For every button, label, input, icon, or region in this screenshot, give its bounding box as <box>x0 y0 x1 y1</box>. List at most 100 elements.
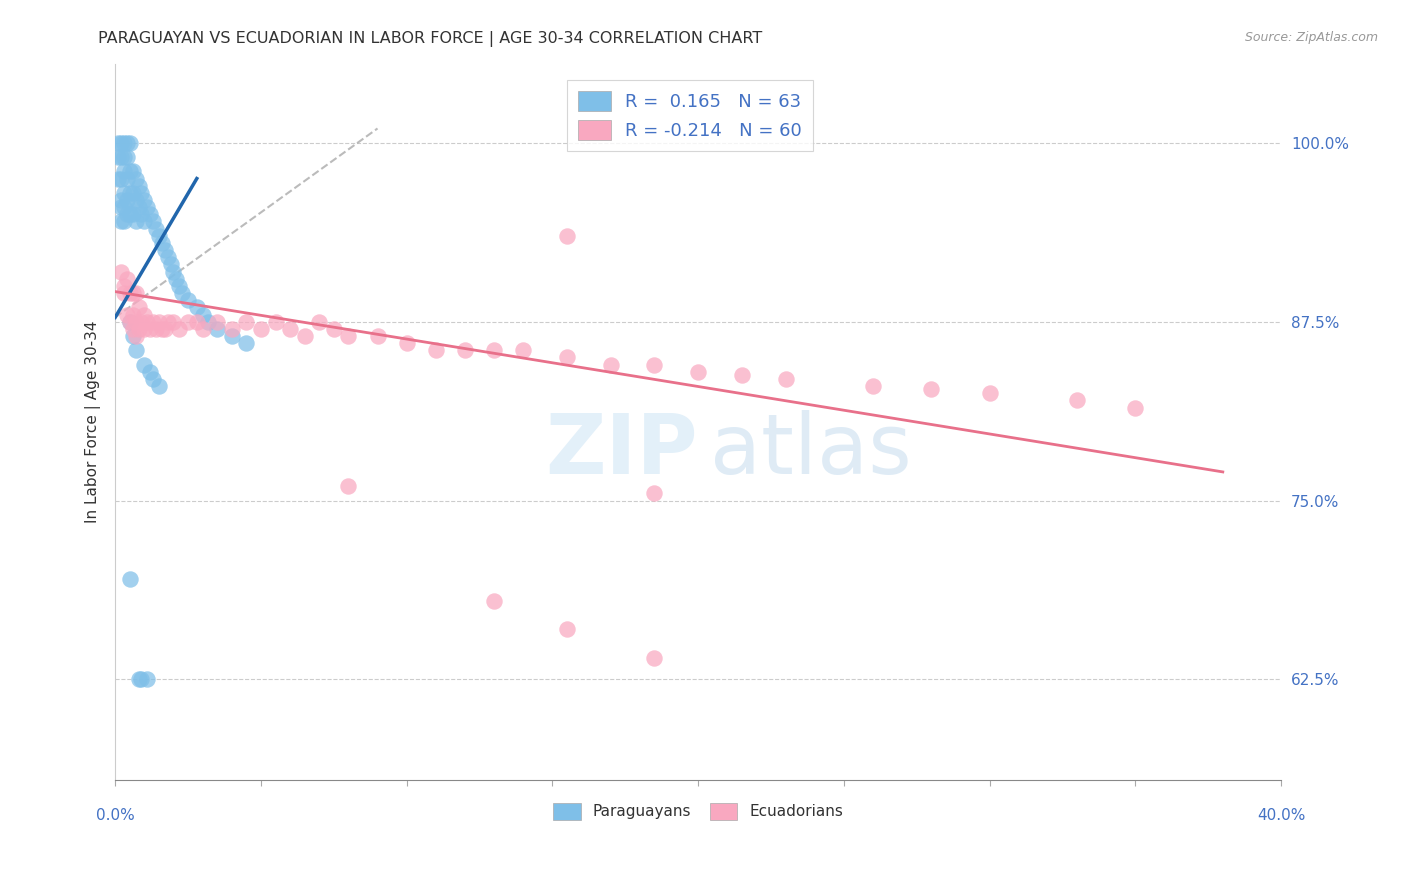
Point <box>482 593 505 607</box>
Point <box>115 150 138 164</box>
Point <box>235 336 257 351</box>
Text: atlas: atlas <box>710 410 911 491</box>
Point <box>112 278 135 293</box>
Point <box>264 315 287 329</box>
Point <box>205 322 228 336</box>
Point <box>555 351 578 365</box>
Text: ZIP: ZIP <box>546 410 699 491</box>
Point <box>136 673 159 687</box>
Point <box>131 186 153 200</box>
Point <box>643 651 665 665</box>
Point <box>425 343 447 358</box>
Point <box>322 322 344 336</box>
Point <box>150 235 173 250</box>
Point <box>118 136 141 150</box>
Point <box>124 315 146 329</box>
Point <box>172 286 194 301</box>
Point <box>688 365 710 379</box>
Point <box>136 200 159 214</box>
Point <box>159 257 181 271</box>
Point <box>131 315 153 329</box>
Point <box>118 572 141 586</box>
Point <box>118 207 141 221</box>
Point <box>121 329 143 343</box>
Point <box>115 207 138 221</box>
Point <box>162 315 184 329</box>
Point <box>150 322 173 336</box>
Point <box>112 286 135 301</box>
Point <box>775 372 797 386</box>
Point <box>142 372 165 386</box>
Point <box>162 264 184 278</box>
Point <box>139 207 162 221</box>
Point <box>128 178 150 193</box>
Text: 40.0%: 40.0% <box>1257 808 1305 823</box>
Point <box>115 308 138 322</box>
Point <box>118 315 141 329</box>
Point <box>221 322 243 336</box>
Point <box>235 315 257 329</box>
Point <box>221 329 243 343</box>
Point <box>156 315 179 329</box>
Point <box>482 343 505 358</box>
Point <box>308 315 330 329</box>
Point <box>110 171 132 186</box>
Point <box>134 308 156 322</box>
Text: Source: ZipAtlas.com: Source: ZipAtlas.com <box>1244 31 1378 45</box>
Point <box>920 382 942 396</box>
Point <box>367 329 389 343</box>
Point <box>110 136 132 150</box>
Point <box>121 207 143 221</box>
Point <box>169 278 191 293</box>
Point <box>148 315 170 329</box>
Point <box>643 486 665 500</box>
Point <box>177 293 200 308</box>
Point <box>156 250 179 264</box>
Point <box>110 214 132 228</box>
Point <box>124 214 146 228</box>
Point <box>115 171 138 186</box>
Point <box>134 322 156 336</box>
Point <box>153 322 176 336</box>
Point <box>395 336 418 351</box>
Point <box>191 322 214 336</box>
Point <box>512 343 534 358</box>
Point <box>110 200 132 214</box>
Point <box>862 379 884 393</box>
Point <box>294 329 316 343</box>
Point <box>115 193 138 207</box>
Legend: Paraguayans, Ecuadorians: Paraguayans, Ecuadorians <box>547 797 849 826</box>
Point <box>121 286 143 301</box>
Point <box>124 329 146 343</box>
Point <box>115 136 138 150</box>
Point <box>205 315 228 329</box>
Point <box>278 322 301 336</box>
Point <box>121 308 143 322</box>
Point <box>136 315 159 329</box>
Point <box>124 193 146 207</box>
Point <box>1125 401 1147 415</box>
Point <box>121 164 143 178</box>
Point <box>107 171 129 186</box>
Point <box>731 368 754 382</box>
Point <box>128 673 150 687</box>
Point <box>177 315 200 329</box>
Point <box>148 379 170 393</box>
Point <box>142 214 165 228</box>
Point <box>643 358 665 372</box>
Point <box>197 315 219 329</box>
Y-axis label: In Labor Force | Age 30-34: In Labor Force | Age 30-34 <box>86 320 101 523</box>
Point <box>107 136 129 150</box>
Point <box>1066 393 1088 408</box>
Point <box>118 315 141 329</box>
Point <box>131 207 153 221</box>
Point <box>169 322 191 336</box>
Point <box>454 343 477 358</box>
Point <box>337 479 360 493</box>
Point <box>555 228 578 243</box>
Point <box>124 286 146 301</box>
Point <box>124 171 146 186</box>
Point <box>139 365 162 379</box>
Point <box>107 150 129 164</box>
Point <box>153 243 176 257</box>
